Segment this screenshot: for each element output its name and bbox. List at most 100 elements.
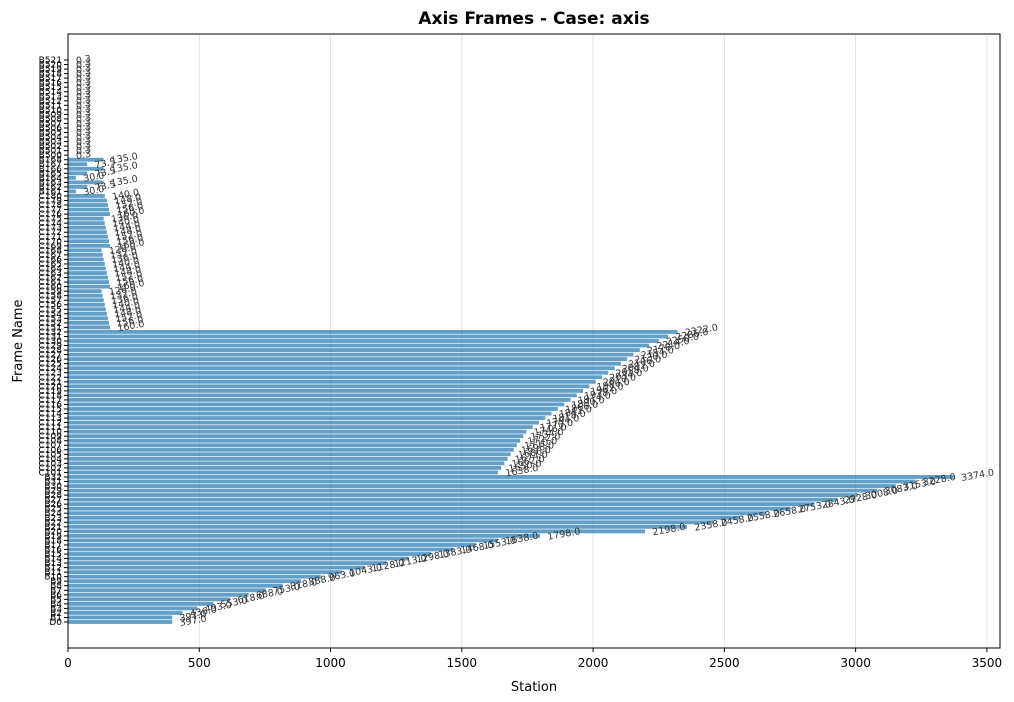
y-tick-label: C122 (39, 373, 62, 383)
bar (68, 271, 107, 275)
value-label: 0.3 (75, 117, 92, 130)
y-tick-label: C130 (39, 337, 63, 347)
y-tick-label: B514 (39, 88, 63, 98)
bar (68, 230, 107, 235)
bar (68, 384, 590, 389)
y-tick-label: C107 (39, 441, 62, 451)
bar (68, 221, 105, 226)
bar (68, 588, 266, 593)
y-tick-label: B508 (39, 115, 63, 125)
x-tick-label: 500 (188, 656, 211, 670)
y-tick-label: B162 (39, 183, 62, 193)
bar (68, 511, 766, 516)
value-label: 135.0 (110, 174, 139, 190)
y-tick-label: B163 (39, 178, 62, 188)
bar (68, 556, 409, 561)
bar (68, 447, 514, 452)
value-label: 136.0 (110, 292, 139, 308)
y-tick-label: B32 (44, 473, 62, 483)
y-tick-label: B511 (39, 101, 62, 111)
bar (68, 529, 646, 534)
bar (68, 262, 105, 266)
bar (68, 243, 111, 248)
y-tick-label: B31 (44, 478, 62, 488)
bar (68, 162, 88, 167)
bar (68, 416, 546, 420)
value-label: 493.0 (204, 600, 233, 616)
value-label: 140.0 (111, 215, 140, 231)
y-tick-label: C116 (39, 400, 63, 410)
value-label: 148.0 (113, 305, 142, 321)
value-label: 0.3 (75, 121, 92, 134)
y-tick-label: B509 (39, 110, 63, 120)
bar (68, 320, 109, 325)
y-tick-label: B505 (39, 129, 62, 139)
y-tick-label: C102 (39, 464, 62, 474)
y-tick-label: B512 (39, 97, 62, 107)
value-label: 0.3 (75, 76, 92, 89)
bar (68, 357, 628, 362)
value-label: 156.0 (116, 233, 145, 249)
bar (68, 352, 634, 357)
y-tick-label: B20 (44, 527, 62, 537)
bar (68, 488, 878, 493)
value-label: 0.3 (75, 72, 92, 85)
y-tick-label: C121 (39, 378, 62, 388)
y-tick-label: C115 (39, 405, 62, 415)
value-label: 0.3 (75, 90, 92, 103)
y-tick-label: B521 (39, 56, 62, 66)
y-tick-label: C152 (39, 319, 62, 329)
y-tick-label: C109 (39, 432, 63, 442)
y-tick-label: B166 (39, 165, 63, 175)
value-label: 618.0 (237, 591, 266, 607)
y-tick-label: B165 (39, 169, 62, 179)
bar (68, 524, 688, 529)
y-tick-label: C123 (39, 369, 62, 379)
y-tick-label: C131 (39, 332, 62, 342)
x-tick-label: 2000 (578, 656, 609, 670)
bar (68, 198, 107, 203)
y-tick-label: B3 (50, 604, 62, 614)
y-tick-label: C168 (39, 246, 63, 256)
value-label: 144.0 (112, 219, 141, 235)
bar (68, 239, 109, 244)
bar (68, 420, 539, 425)
bar (68, 307, 106, 312)
y-tick-label: C161 (39, 278, 62, 288)
bar (68, 234, 108, 239)
bar (68, 334, 669, 339)
y-tick-label: B2 (50, 609, 62, 619)
bar (68, 583, 283, 588)
bar (68, 574, 321, 579)
value-label: 553.0 (220, 595, 249, 611)
x-tick-label: 3000 (840, 656, 871, 670)
y-tick-label: B1 (50, 613, 62, 623)
bar (68, 184, 88, 189)
value-label: 148.0 (113, 192, 142, 208)
y-tick-label: B161 (39, 187, 62, 197)
y-tick-label: B19 (44, 532, 62, 542)
value-label: 0.3 (75, 144, 92, 157)
bar (68, 615, 173, 620)
bar (68, 543, 476, 547)
bar (68, 561, 387, 566)
bar (68, 579, 302, 584)
y-tick-label: C164 (39, 264, 63, 274)
bar (68, 565, 365, 570)
y-tick-label: C118 (39, 391, 63, 401)
bar (68, 203, 108, 207)
y-tick-label: C101 (39, 468, 62, 478)
y-tick-label: C166 (39, 255, 63, 265)
value-label: 397.0 (179, 609, 208, 625)
bar (68, 411, 552, 416)
bar (68, 388, 584, 393)
y-tick-label: B9 (50, 577, 62, 587)
value-label: 753.0 (272, 582, 301, 598)
bar (68, 216, 104, 221)
y-tick-label: C173 (39, 224, 62, 234)
value-label: 3374.0 (960, 467, 995, 484)
value-label: 30.0 (82, 170, 105, 185)
y-tick-label: B506 (39, 124, 63, 134)
y-tick-label: C158 (39, 292, 63, 302)
bar (68, 157, 104, 162)
